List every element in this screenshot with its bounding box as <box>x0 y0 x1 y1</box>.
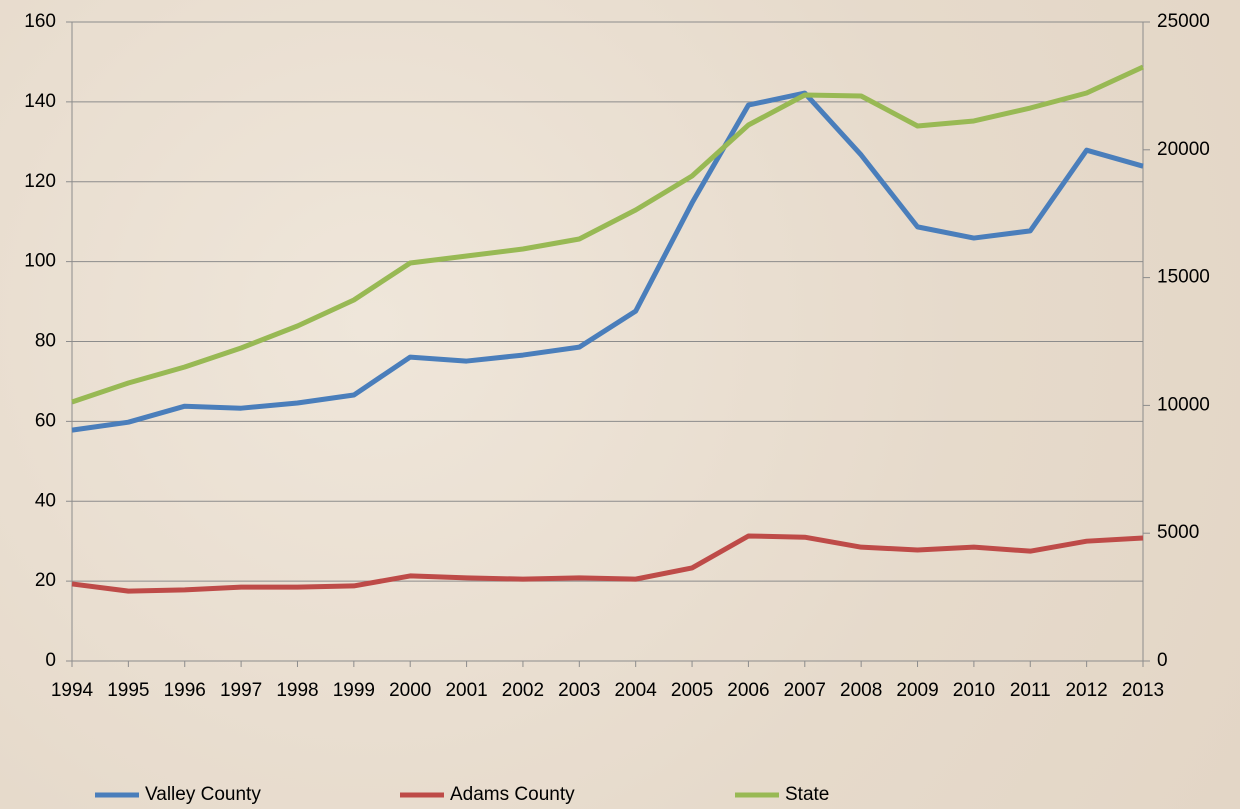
x-tick-label: 1999 <box>333 680 375 701</box>
x-tick-label: 2006 <box>727 680 769 701</box>
legend-label: Valley County <box>145 784 261 805</box>
legend-label: State <box>785 784 829 805</box>
y2-tick-label: 20000 <box>1157 139 1210 160</box>
y-tick-label: 100 <box>24 251 56 272</box>
series-line <box>71 533 1144 594</box>
x-tick-label: 1995 <box>107 680 149 701</box>
y-tick-label: 60 <box>35 410 56 431</box>
x-tick-label: 2002 <box>502 680 544 701</box>
y-tick-label: 40 <box>35 490 56 511</box>
x-tick-label: 1994 <box>51 680 94 701</box>
x-tick-label: 2001 <box>445 680 487 701</box>
series-line <box>71 90 1144 433</box>
x-tick-label: 2000 <box>389 680 431 701</box>
x-tick-label: 2004 <box>615 680 658 701</box>
y2-tick-label: 0 <box>1157 650 1168 671</box>
x-tick-label: 2008 <box>840 680 882 701</box>
x-tick-label: 2003 <box>558 680 600 701</box>
y-tick-label: 80 <box>35 331 56 352</box>
series-line <box>71 64 1145 405</box>
y2-tick-label: 10000 <box>1157 394 1210 415</box>
y-tick-label: 140 <box>24 91 56 112</box>
x-tick-label: 2013 <box>1122 680 1164 701</box>
x-tick-label: 2011 <box>1010 680 1051 701</box>
x-tick-label: 2007 <box>784 680 826 701</box>
y2-tick-label: 5000 <box>1157 522 1199 543</box>
x-tick-label: 2009 <box>896 680 938 701</box>
x-tick-label: 1996 <box>164 680 206 701</box>
y-tick-label: 0 <box>45 650 56 671</box>
x-tick-label: 2010 <box>953 680 995 701</box>
legend-label: Adams County <box>450 784 575 805</box>
x-tick-label: 2005 <box>671 680 713 701</box>
x-tick-label: 1997 <box>220 680 262 701</box>
y2-tick-label: 25000 <box>1157 11 1210 32</box>
x-tick-label: 2012 <box>1065 680 1107 701</box>
x-tick-label: 1998 <box>276 680 318 701</box>
y2-tick-label: 15000 <box>1157 267 1210 288</box>
y-tick-label: 160 <box>24 11 56 32</box>
y-tick-label: 120 <box>24 171 56 192</box>
y-tick-label: 20 <box>35 570 56 591</box>
